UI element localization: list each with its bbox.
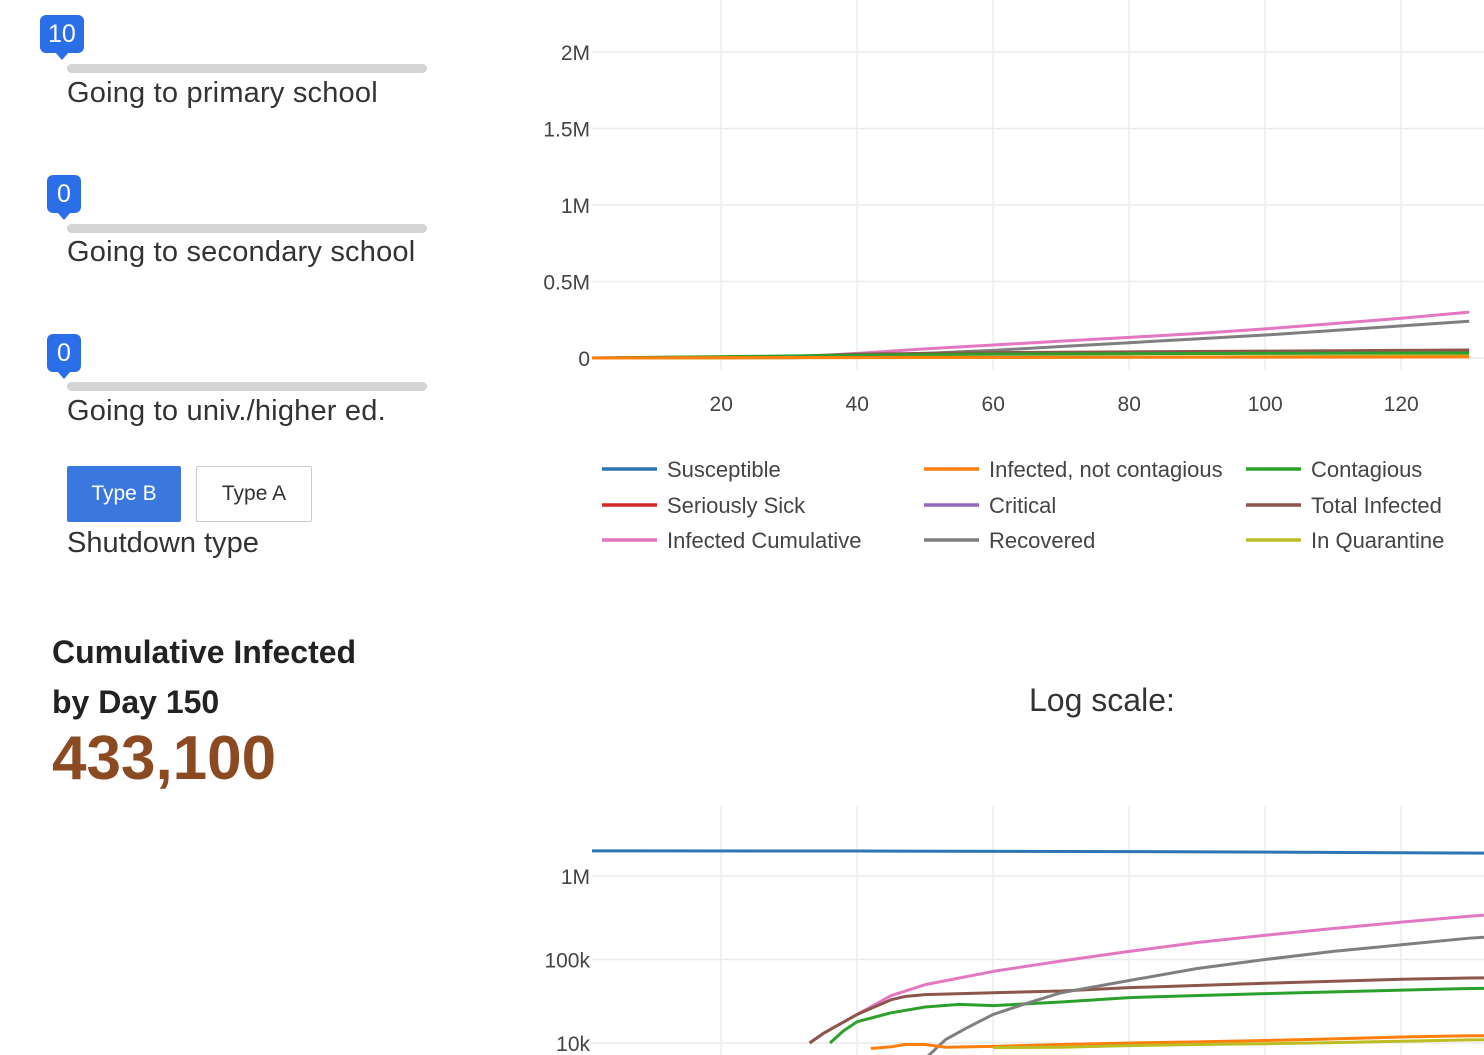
- slider-value-badge[interactable]: 0: [47, 175, 81, 220]
- legend-label: Susceptible: [667, 457, 781, 482]
- legend-label: Seriously Sick: [667, 493, 806, 518]
- x-tick-label: 60: [982, 393, 1005, 416]
- y-tick-label: 1M: [561, 195, 590, 218]
- series-line-infected-not-contagious: [870, 1034, 1484, 1050]
- slider-label: Going to univ./higher ed.: [67, 395, 386, 427]
- y-tick-label: 1M: [561, 866, 590, 889]
- slider-value-badge[interactable]: 0: [47, 334, 81, 379]
- series-line-infected-not-contagious: [591, 355, 1470, 360]
- legend-label: In Quarantine: [1311, 528, 1444, 553]
- y-tick-label: 2M: [561, 42, 590, 65]
- linear-chart: 0 0.5M 1M 1.5M 2M 20 40 60 80 100 120 Susceptible In…: [543, 0, 1484, 553]
- legend-label: Recovered: [989, 528, 1095, 553]
- series-line-contagious: [828, 986, 1484, 1045]
- cumulative-infected-value: 433,100: [52, 724, 277, 793]
- series-line-susceptible: [592, 849, 1484, 855]
- y-tick-label: 0: [578, 348, 590, 371]
- legend-label: Infected, not contagious: [989, 457, 1223, 482]
- shutdown-type-label: Shutdown type: [67, 527, 259, 559]
- series-line-total-infected: [808, 976, 1484, 1045]
- series-line-recovered: [926, 935, 1484, 1055]
- legend-label: Total Infected: [1311, 493, 1442, 518]
- type-b-button[interactable]: Type B: [67, 466, 181, 522]
- slider-track[interactable]: [67, 64, 427, 73]
- x-tick-label: 120: [1384, 393, 1419, 416]
- series-line-infected-cumulative: [808, 913, 1484, 1045]
- slider-track[interactable]: [67, 382, 427, 391]
- cumulative-infected-title: Cumulative Infected: [52, 634, 357, 670]
- y-tick-label: 0.5M: [543, 272, 590, 295]
- type-a-button[interactable]: Type A: [196, 466, 312, 522]
- y-tick-label: 100k: [544, 950, 590, 973]
- x-tick-label: 20: [710, 393, 733, 416]
- legend-label: Infected Cumulative: [667, 528, 861, 553]
- log-series-group: [592, 849, 1484, 1055]
- legend-label: Contagious: [1311, 457, 1422, 482]
- y-tick-label: 10k: [556, 1033, 590, 1055]
- x-tick-label: 40: [846, 393, 869, 416]
- y-tick-label: 1.5M: [543, 119, 590, 142]
- slider-value-badge[interactable]: 10: [40, 15, 84, 60]
- slider-label: Going to secondary school: [67, 236, 416, 268]
- log-chart: 10k 100k 1M: [544, 806, 1484, 1055]
- legend-label: Critical: [989, 493, 1056, 518]
- slider-track[interactable]: [67, 224, 427, 233]
- slider-label: Going to primary school: [67, 77, 378, 109]
- log-scale-title: Log scale:: [1029, 682, 1175, 718]
- x-tick-label: 100: [1248, 393, 1283, 416]
- series-line-contagious: [591, 351, 1470, 360]
- series-line-in-quarantine: [993, 1038, 1484, 1050]
- cumulative-infected-subtitle: by Day 150: [52, 684, 220, 720]
- x-tick-label: 80: [1118, 393, 1141, 416]
